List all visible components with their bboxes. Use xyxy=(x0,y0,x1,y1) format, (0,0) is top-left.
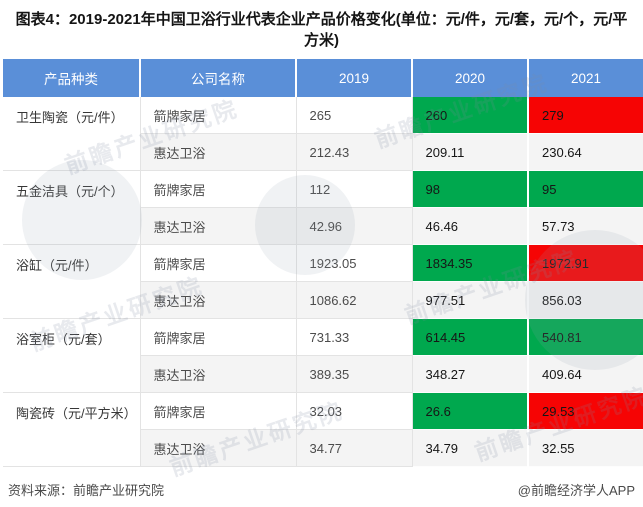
price-2021-cell: 57.73 xyxy=(528,207,643,245)
price-2021-cell: 409.64 xyxy=(528,355,643,393)
price-2020-cell: 209.11 xyxy=(412,133,529,171)
table-row: 五金洁具（元/个） 箭牌家居 112 98 95 xyxy=(3,170,643,245)
company-cell: 箭牌家居 xyxy=(140,318,297,356)
company-cell: 惠达卫浴 xyxy=(140,207,297,245)
table-row: 惠达卫浴 42.96 46.46 57.73 xyxy=(3,207,643,245)
figure-title: 图表4：2019-2021年中国卫浴行业代表企业产品价格变化(单位：元/件，元/… xyxy=(15,11,628,49)
col-header-2019: 2019 xyxy=(296,59,413,97)
product-cell: 陶瓷砖（元/平方米） xyxy=(3,392,141,467)
price-2021-cell: 29.53 xyxy=(528,392,643,430)
col-header-product: 产品种类 xyxy=(3,59,141,97)
product-cell: 浴室柜（元/套） xyxy=(3,318,141,393)
price-2019-cell: 1086.62 xyxy=(296,281,413,319)
source-note: 资料来源：前瞻产业研究院 xyxy=(8,483,165,498)
product-cell: 五金洁具（元/个） xyxy=(3,170,141,245)
price-table: 产品种类 公司名称 2019 2020 2021 卫生陶瓷（元/件） 箭牌家居 … xyxy=(3,59,643,467)
company-cell: 箭牌家居 xyxy=(140,392,297,430)
col-header-2020: 2020 xyxy=(412,59,529,97)
price-2021-cell: 856.03 xyxy=(528,281,643,319)
product-cell: 浴缸（元/件） xyxy=(3,244,141,319)
price-2020-cell: 977.51 xyxy=(412,281,529,319)
price-2020-cell: 260 xyxy=(412,97,529,134)
table-row: 惠达卫浴 1086.62 977.51 856.03 xyxy=(3,281,643,319)
price-2021-cell: 540.81 xyxy=(528,318,643,356)
company-cell: 箭牌家居 xyxy=(140,244,297,282)
company-cell: 惠达卫浴 xyxy=(140,133,297,171)
col-header-2021: 2021 xyxy=(528,59,643,97)
table-row: 惠达卫浴 212.43 209.11 230.64 xyxy=(3,133,643,171)
price-2020-cell: 34.79 xyxy=(412,429,529,467)
price-2019-cell: 112 xyxy=(296,170,413,208)
price-2021-cell: 230.64 xyxy=(528,133,643,171)
company-cell: 惠达卫浴 xyxy=(140,429,297,467)
price-2019-cell: 731.33 xyxy=(296,318,413,356)
company-cell: 箭牌家居 xyxy=(140,170,297,208)
price-2019-cell: 265 xyxy=(296,97,413,134)
price-2019-cell: 42.96 xyxy=(296,207,413,245)
price-2021-cell: 279 xyxy=(528,97,643,134)
table-row: 陶瓷砖（元/平方米） 箭牌家居 32.03 26.6 29.53 xyxy=(3,392,643,467)
col-header-company: 公司名称 xyxy=(140,59,297,97)
price-2020-cell: 26.6 xyxy=(412,392,529,430)
company-cell: 箭牌家居 xyxy=(140,97,297,134)
table-row: 惠达卫浴 34.77 34.79 32.55 xyxy=(3,429,643,467)
price-2020-cell: 348.27 xyxy=(412,355,529,393)
price-2020-cell: 46.46 xyxy=(412,207,529,245)
price-2019-cell: 1923.05 xyxy=(296,244,413,282)
price-2021-cell: 1972.91 xyxy=(528,244,643,282)
header-row: 产品种类 公司名称 2019 2020 2021 xyxy=(3,59,643,97)
price-2021-cell: 95 xyxy=(528,170,643,208)
company-cell: 惠达卫浴 xyxy=(140,355,297,393)
price-2021-cell: 32.55 xyxy=(528,429,643,467)
price-2020-cell: 98 xyxy=(412,170,529,208)
price-2019-cell: 212.43 xyxy=(296,133,413,171)
table-row: 卫生陶瓷（元/件） 箭牌家居 265 260 279 xyxy=(3,97,643,171)
table-row: 浴室柜（元/套） 箭牌家居 731.33 614.45 540.81 xyxy=(3,318,643,393)
company-cell: 惠达卫浴 xyxy=(140,281,297,319)
price-2020-cell: 614.45 xyxy=(412,318,529,356)
figure-footer: 资料来源：前瞻产业研究院 @前瞻经济学人APP xyxy=(0,480,643,499)
table-row: 浴缸（元/件） 箭牌家居 1923.05 1834.35 1972.91 xyxy=(3,244,643,319)
table-row: 惠达卫浴 389.35 348.27 409.64 xyxy=(3,355,643,393)
price-2020-cell: 1834.35 xyxy=(412,244,529,282)
price-2019-cell: 32.03 xyxy=(296,392,413,430)
price-2019-cell: 34.77 xyxy=(296,429,413,467)
product-cell: 卫生陶瓷（元/件） xyxy=(3,97,141,171)
credit-note: @前瞻经济学人APP xyxy=(517,483,635,498)
price-2019-cell: 389.35 xyxy=(296,355,413,393)
